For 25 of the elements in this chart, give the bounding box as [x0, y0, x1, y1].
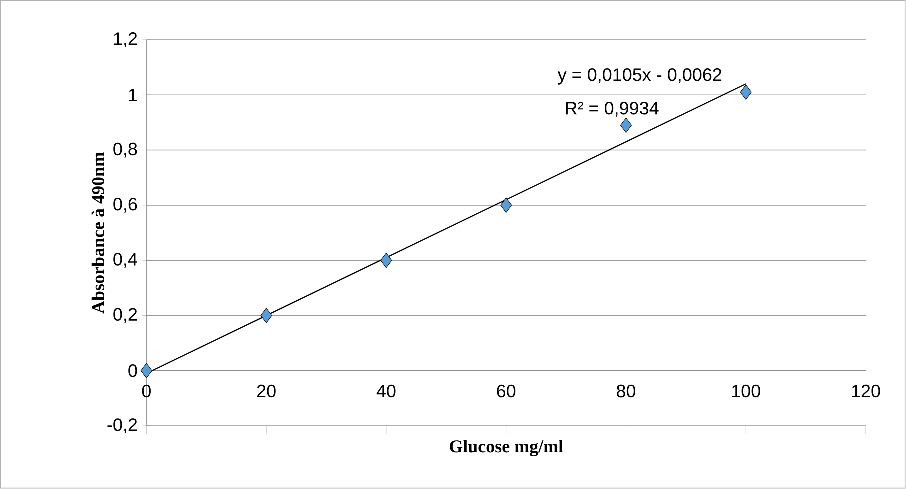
- x-axis-title: Glucose mg/ml: [450, 440, 564, 457]
- y-tick-label: 0,6: [114, 198, 138, 213]
- point: [740, 84, 752, 100]
- x-tick-label: 60: [497, 384, 516, 398]
- y-tick-label: 0,2: [114, 308, 138, 324]
- point: [500, 198, 512, 214]
- y-tick-label: 1,2: [114, 32, 138, 48]
- y-tick-label: 0,4: [114, 253, 138, 268]
- point: [260, 308, 272, 324]
- y-axis-title: Absorbance à 490nm: [92, 152, 105, 314]
- annotation: R² = 0,9934: [566, 102, 659, 117]
- y-tick-label: -0,2: [108, 418, 138, 434]
- x-tick-label: 120: [852, 384, 880, 398]
- point: [140, 363, 152, 378]
- annotation: y = 0,0105x - 0,0062: [558, 68, 722, 85]
- x-tick-label: 100: [732, 384, 760, 398]
- y-tick-label: 0,8: [114, 142, 138, 158]
- x-tick-label: 40: [376, 384, 396, 398]
- x-tick-label: 0: [142, 384, 151, 398]
- x-tick-label: 80: [616, 384, 636, 398]
- point: [380, 252, 392, 268]
- x-tick-label: 20: [257, 384, 276, 398]
- y-tick-label: 0: [128, 364, 138, 378]
- point: [620, 118, 632, 134]
- y-tick-label: 1: [129, 88, 138, 102]
